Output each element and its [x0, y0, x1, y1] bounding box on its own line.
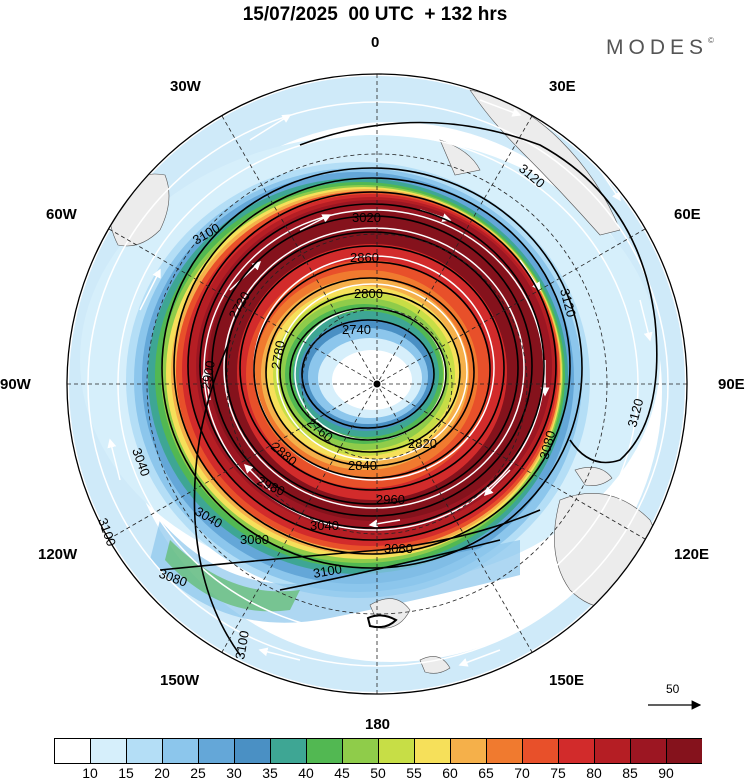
colorbar-tick-label: 65 — [478, 765, 494, 781]
colorbar-tick-label: 30 — [226, 765, 242, 781]
contour-label: 3120 — [557, 287, 579, 319]
colorbar-swatch — [594, 738, 631, 764]
colorbar-tick-label: 45 — [334, 765, 350, 781]
lon-label-90e: 90E — [718, 376, 745, 393]
brand-text: MODES — [606, 36, 709, 59]
contour-label: 2800 — [354, 286, 383, 301]
colorbar-swatch — [486, 738, 523, 764]
reference-vector-label: 50 — [666, 682, 680, 696]
contour-label: 2840 — [348, 458, 377, 473]
colorbar-swatch — [450, 738, 487, 764]
lon-label-30e: 30E — [549, 78, 576, 95]
colorbar-swatch — [126, 738, 163, 764]
lon-label-0: 0 — [371, 34, 380, 51]
colorbar-swatch — [666, 738, 702, 764]
colorbar-swatch — [342, 738, 379, 764]
colorbar-swatch — [414, 738, 451, 764]
colorbar-tick-label: 50 — [370, 765, 386, 781]
colorbar-tick-label: 60 — [442, 765, 458, 781]
geopotential-contours — [159, 121, 658, 656]
colorbar-tick-label: 10 — [82, 765, 98, 781]
lon-label-60e: 60E — [674, 206, 701, 223]
lon-label-120e: 120E — [674, 546, 710, 563]
colorbar-tick-label: 85 — [622, 765, 638, 781]
colorbar-swatch — [90, 738, 127, 764]
lon-label-60w: 60W — [46, 206, 77, 223]
contour-label: 3120 — [624, 397, 646, 429]
colorbar — [54, 738, 702, 764]
contour-label: 2960 — [376, 492, 405, 507]
lon-label-30w: 30W — [170, 78, 201, 95]
colorbar-swatch — [162, 738, 199, 764]
colorbar-swatch — [54, 738, 91, 764]
lon-label-150e: 150E — [549, 672, 585, 689]
contour-label: 2900 — [198, 359, 218, 390]
lon-label-90w: 90W — [0, 376, 31, 393]
colorbar-swatch — [378, 738, 415, 764]
contour-label: 3060 — [240, 532, 269, 547]
contour-label: 2740 — [342, 322, 371, 337]
colorbar-swatch — [306, 738, 343, 764]
colorbar-swatch — [558, 738, 595, 764]
contour-label: 3100 — [232, 629, 252, 660]
colorbar-swatch — [198, 738, 235, 764]
map-title: 15/07/2025 00 UTC + 132 hrs — [242, 4, 508, 25]
wind-speed-field — [67, 74, 687, 694]
colorbar-tick-label: 15 — [118, 765, 134, 781]
contour-label: 2820 — [408, 436, 437, 451]
map-boundary — [66, 73, 688, 695]
colorbar-tick-label: 55 — [406, 765, 422, 781]
contour-label: 2780 — [268, 339, 288, 370]
colorbar-tick-label: 40 — [298, 765, 314, 781]
contour-label: 2860 — [350, 250, 379, 265]
colorbar-swatch — [270, 738, 307, 764]
contour-label: 3020 — [352, 210, 381, 225]
contour-label: 3100 — [312, 561, 343, 581]
colorbar-tick-label: 35 — [262, 765, 278, 781]
modes-logo: MODES© — [606, 36, 714, 60]
lon-label-180: 180 — [365, 716, 391, 733]
colorbar-tick-label: 80 — [586, 765, 602, 781]
pole-marker — [373, 380, 381, 388]
contour-label: 3080 — [536, 429, 558, 461]
colorbar-tick-label: 90 — [658, 765, 674, 781]
lon-label-120w: 120W — [38, 546, 78, 563]
colorbar-tick-label: 20 — [154, 765, 170, 781]
colorbar-tick-label: 70 — [514, 765, 530, 781]
colorbar-swatch — [522, 738, 559, 764]
copyright-mark: © — [708, 36, 714, 45]
lon-label-150w: 150W — [160, 672, 200, 689]
colorbar-swatch — [630, 738, 667, 764]
contour-label: 3080 — [384, 541, 413, 556]
colorbar-swatch — [234, 738, 271, 764]
colorbar-tick-label: 75 — [550, 765, 566, 781]
contour-label: 3040 — [310, 518, 339, 533]
colorbar-tick-label: 25 — [190, 765, 206, 781]
